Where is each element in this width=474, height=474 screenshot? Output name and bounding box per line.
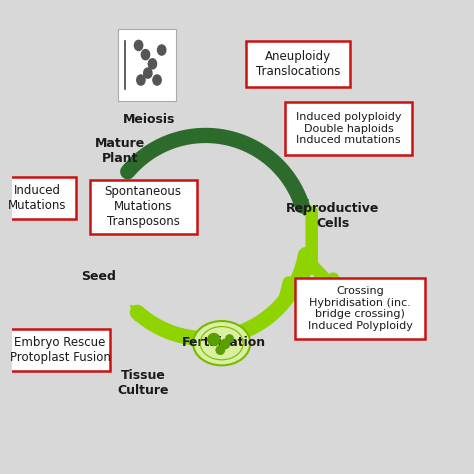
Text: Induced
Mutations: Induced Mutations xyxy=(8,184,66,212)
Ellipse shape xyxy=(135,40,143,50)
Text: Fertilisation: Fertilisation xyxy=(182,336,266,349)
Text: Seed: Seed xyxy=(81,270,116,283)
FancyBboxPatch shape xyxy=(90,180,197,234)
Text: Mature
Plant: Mature Plant xyxy=(95,137,145,165)
Circle shape xyxy=(216,346,225,354)
FancyBboxPatch shape xyxy=(0,177,76,219)
Ellipse shape xyxy=(193,321,250,365)
Ellipse shape xyxy=(144,68,152,78)
Text: Induced polyploidy
Double haploids
Induced mutations: Induced polyploidy Double haploids Induc… xyxy=(296,112,401,145)
Ellipse shape xyxy=(157,45,166,55)
FancyBboxPatch shape xyxy=(246,41,350,87)
Ellipse shape xyxy=(148,59,156,69)
FancyBboxPatch shape xyxy=(285,102,412,155)
Ellipse shape xyxy=(137,75,145,85)
Ellipse shape xyxy=(153,75,161,85)
Circle shape xyxy=(226,335,233,342)
Text: Reproductive
Cells: Reproductive Cells xyxy=(286,202,380,230)
Circle shape xyxy=(220,339,229,349)
Text: Tissue
Culture: Tissue Culture xyxy=(118,369,169,397)
Text: Crossing
Hybridisation (inc.
bridge crossing)
Induced Polyploidy: Crossing Hybridisation (inc. bridge cros… xyxy=(308,286,413,331)
FancyBboxPatch shape xyxy=(10,329,110,371)
Text: Meiosis: Meiosis xyxy=(123,113,175,126)
FancyBboxPatch shape xyxy=(295,278,425,339)
Text: Embryo Rescue
Protoplast Fusion: Embryo Rescue Protoplast Fusion xyxy=(9,336,110,364)
FancyBboxPatch shape xyxy=(118,29,175,101)
Circle shape xyxy=(208,334,220,346)
Text: Aneuploidy
Translocations: Aneuploidy Translocations xyxy=(255,50,340,78)
Text: Spontaneous
Mutations
Transposons: Spontaneous Mutations Transposons xyxy=(105,185,182,228)
Ellipse shape xyxy=(141,50,150,60)
